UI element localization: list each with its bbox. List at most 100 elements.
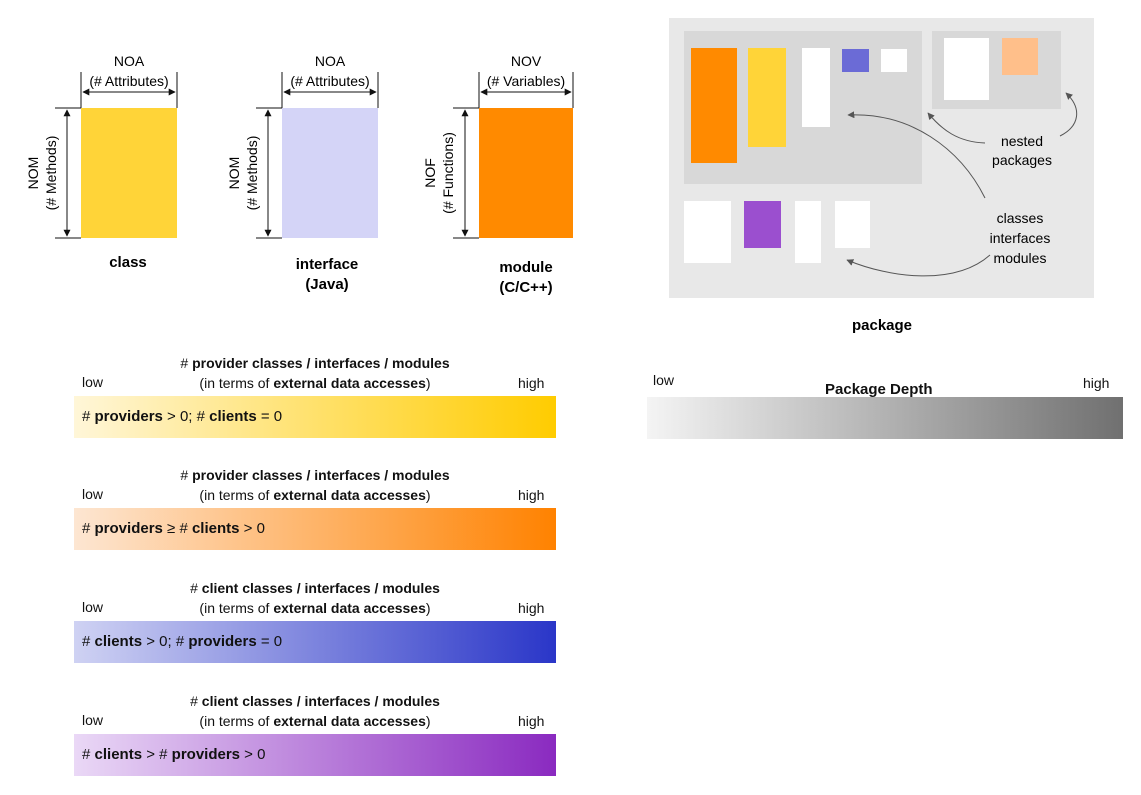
legend-title: # provider classes / interfaces / module… <box>74 355 556 372</box>
depth-low-label: low <box>653 372 675 388</box>
legend-subtitle: (in terms of external data accesses) <box>74 375 556 392</box>
legend-gradient-bar: # clients > # providers > 0 <box>74 734 556 776</box>
interface-top-label: NOA <box>315 53 346 69</box>
legend-sub-pre: (in terms of <box>199 713 274 729</box>
legend-subtitle: (in terms of external data accesses) <box>74 713 556 730</box>
classes-label-3: modules <box>994 250 1047 266</box>
legend-sub-post: ) <box>425 375 431 391</box>
legend-gradient-bar: # clients > 0; # providers = 0 <box>74 621 556 663</box>
interface-name: interface <box>296 256 359 273</box>
class-rect <box>81 108 177 238</box>
package-label: package <box>852 317 912 334</box>
classes-label-1: classes <box>997 210 1044 226</box>
legend-sub-bold: external data accesses <box>273 600 426 616</box>
legend-sub-post: ) <box>425 713 431 729</box>
module-side-sub: (# Functions) <box>440 132 456 214</box>
bar-text-part: > 0; # <box>142 633 189 650</box>
package-class-yellow <box>748 48 786 147</box>
legend-title-pre: # <box>190 580 202 596</box>
package-class-white-1 <box>802 48 830 127</box>
module-top-label: NOV <box>511 53 542 69</box>
legend-subtitle: (in terms of external data accesses) <box>74 487 556 504</box>
legend-sub-bold: external data accesses <box>273 487 426 503</box>
legend-title: # client classes / interfaces / modules <box>74 580 556 597</box>
interface-side-label: NOM <box>226 157 242 190</box>
bar-text-part: > 0; # <box>162 408 210 425</box>
legend-title: # client classes / interfaces / modules <box>74 693 556 710</box>
bar-text-bold: clients <box>94 746 143 763</box>
package-diagram: nested packages classes interfaces modul… <box>669 18 1094 334</box>
legend-title-bold: client classes / interfaces / modules <box>201 693 440 709</box>
bar-text-part: = 0 <box>256 633 283 650</box>
bar-text-part: > 0 <box>240 746 266 763</box>
bar-text-part: = 0 <box>256 408 283 425</box>
package-class-white-6 <box>835 201 870 248</box>
bar-text-part: ≥ # <box>162 520 192 537</box>
bar-text-part: > 0 <box>239 520 265 537</box>
interface-top-sub: (# Attributes) <box>290 73 369 89</box>
module-name-sub: (C/C++) <box>499 279 552 296</box>
legend-sub-pre: (in terms of <box>199 487 274 503</box>
bar-text-part: # <box>82 746 95 763</box>
legend-title-bold: provider classes / interfaces / modules <box>192 355 450 371</box>
legend-sub-post: ) <box>425 600 431 616</box>
legend-title-bold: provider classes / interfaces / modules <box>192 467 450 483</box>
legend-low-label: low <box>82 712 104 728</box>
classes-label-2: interfaces <box>990 230 1051 246</box>
depth-title: Package Depth <box>825 381 933 398</box>
legend-title-pre: # <box>190 693 202 709</box>
legend-high-label: high <box>518 713 545 729</box>
depth-high-label: high <box>1083 375 1110 391</box>
class-side-sub: (# Methods) <box>43 136 59 211</box>
classes-arrow-1 <box>847 111 986 199</box>
legend-high-label: high <box>518 600 545 616</box>
legend-subtitle: (in terms of external data accesses) <box>74 600 556 617</box>
module-side-label: NOF <box>422 158 438 188</box>
legend-title-bold: client classes / interfaces / modules <box>201 580 440 596</box>
bar-text-bold: providers <box>94 408 163 425</box>
legend-sub-pre: (in terms of <box>199 375 274 391</box>
nested-packages-label-1: nested <box>1001 133 1043 149</box>
class-shape-group: NOA (# Attributes) NOM (# Methods) class <box>25 53 178 271</box>
class-name: class <box>109 254 147 271</box>
legend-sub-post: ) <box>425 487 431 503</box>
package-class-orange <box>691 48 737 163</box>
entity-shapes-diagram: NOA (# Attributes) NOM (# Methods) class… <box>25 53 574 296</box>
package-class-white-2 <box>881 49 907 72</box>
legend-bar-text: # providers ≥ # clients > 0 <box>82 508 265 550</box>
package-class-purple <box>744 201 781 248</box>
module-rect <box>479 108 573 238</box>
bar-text-bold: providers <box>94 520 163 537</box>
legend-bar-text: # clients > 0; # providers = 0 <box>82 621 282 663</box>
legend-low-label: low <box>82 374 104 390</box>
bar-text-part: > # <box>142 746 172 763</box>
interface-side-sub: (# Methods) <box>244 136 260 211</box>
module-top-sub: (# Variables) <box>487 73 565 89</box>
legend-high-label: high <box>518 487 545 503</box>
legend-gradient-bar: # providers ≥ # clients > 0 <box>74 508 556 550</box>
module-shape-group: NOV (# Variables) NOF (# Functions) modu… <box>422 53 574 296</box>
bar-text-part: # <box>82 408 95 425</box>
nested-arrow-2 <box>1059 92 1077 137</box>
legend-title-pre: # <box>180 467 193 483</box>
bar-text-part: # <box>82 520 95 537</box>
legend-bar-text: # clients > # providers > 0 <box>82 734 265 776</box>
legend-sub-bold: external data accesses <box>273 713 426 729</box>
package-class-peach <box>1002 38 1038 75</box>
class-top-label: NOA <box>114 53 145 69</box>
legend-high-label: high <box>518 375 545 391</box>
classes-arrow-2 <box>846 254 991 277</box>
bar-text-bold: clients <box>209 408 257 425</box>
bar-text-bold: clients <box>191 520 240 537</box>
legend-gradient-bar: # providers > 0; # clients = 0 <box>74 396 556 438</box>
nested-arrow-1 <box>927 112 986 144</box>
package-class-white-4 <box>684 201 731 263</box>
bar-text-bold: clients <box>94 633 143 650</box>
nested-packages-label-2: packages <box>992 152 1052 168</box>
module-name: module <box>499 259 552 276</box>
class-side-label: NOM <box>25 157 41 190</box>
package-class-white-3 <box>944 38 989 100</box>
interface-name-sub: (Java) <box>305 276 348 293</box>
depth-gradient-bar <box>647 397 1123 439</box>
legend-sub-pre: (in terms of <box>199 600 274 616</box>
